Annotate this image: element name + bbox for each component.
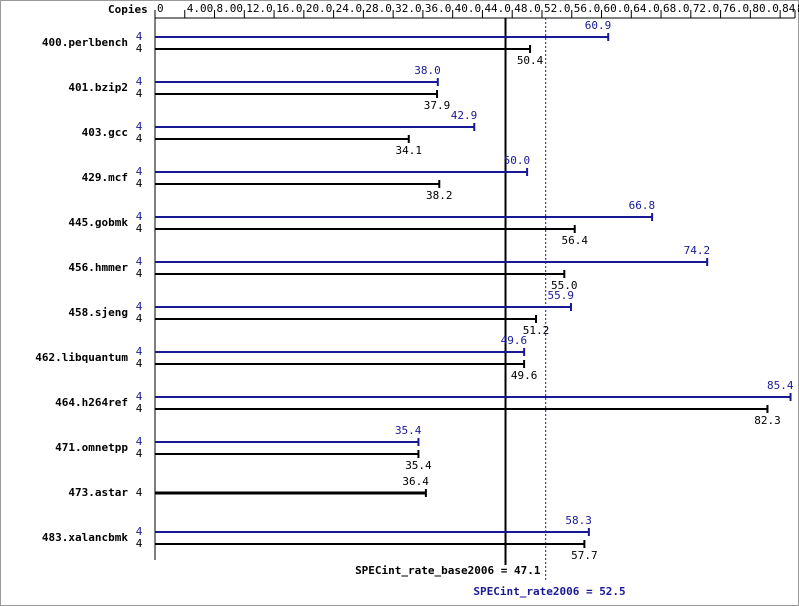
value-label: 50.0 <box>504 154 531 167</box>
x-tick-label: 60.0 <box>604 2 631 15</box>
value-label: 34.1 <box>396 144 423 157</box>
value-label: 42.9 <box>451 109 478 122</box>
value-label: 82.3 <box>754 414 781 427</box>
copies-label: 4 <box>136 357 143 370</box>
category-label: 445.gobmk <box>68 216 128 229</box>
reference-label: SPECint_rate_base2006 = 47.1 <box>355 564 541 577</box>
x-tick-label: 56.0 <box>574 2 601 15</box>
category-label: 483.xalancbmk <box>42 531 128 544</box>
category-label: 429.mcf <box>82 171 128 184</box>
value-label: 50.4 <box>517 54 544 67</box>
copies-label: 4 <box>136 255 143 268</box>
value-label: 51.2 <box>523 324 550 337</box>
value-label: 35.4 <box>395 424 422 437</box>
x-tick-label: 80.0 <box>752 2 779 15</box>
copies-label: 4 <box>136 177 143 190</box>
x-tick-label: 28.0 <box>365 2 392 15</box>
copies-label: 4 <box>136 525 143 538</box>
value-label: 66.8 <box>629 199 656 212</box>
x-tick-label: 52.0 <box>544 2 571 15</box>
x-tick-label: 12.0 <box>246 2 272 15</box>
x-tick-label: 72.0 <box>693 2 720 15</box>
copies-label: 4 <box>136 312 143 325</box>
axis-label: Copies <box>108 3 148 16</box>
value-label: 35.4 <box>405 459 432 472</box>
copies-label: 4 <box>136 300 143 313</box>
x-tick-label: 8.00 <box>217 2 244 15</box>
copies-label: 4 <box>136 120 143 133</box>
x-tick-label: 24.0 <box>336 2 363 15</box>
copies-label: 4 <box>136 447 143 460</box>
value-label: 49.6 <box>501 334 528 347</box>
x-tick-label: 4.00 <box>187 2 214 15</box>
x-tick-label: 36.0 <box>425 2 452 15</box>
value-label: 56.4 <box>561 234 588 247</box>
category-label: 403.gcc <box>82 126 128 139</box>
copies-label: 4 <box>136 486 143 499</box>
category-label: 471.omnetpp <box>55 441 128 454</box>
value-label: 57.7 <box>571 549 598 562</box>
value-label: 36.4 <box>402 475 429 488</box>
copies-label: 4 <box>136 210 143 223</box>
x-tick-label: 86.0 <box>797 2 799 15</box>
category-label: 458.sjeng <box>68 306 128 319</box>
copies-label: 4 <box>136 75 143 88</box>
category-label: 456.hmmer <box>68 261 128 274</box>
copies-label: 4 <box>136 435 143 448</box>
value-label: 74.2 <box>684 244 711 257</box>
reference-label: SPECint_rate2006 = 52.5 <box>473 585 625 598</box>
category-label: 473.astar <box>68 486 128 499</box>
category-label: 401.bzip2 <box>68 81 128 94</box>
copies-label: 4 <box>136 30 143 43</box>
copies-label: 4 <box>136 537 143 550</box>
copies-label: 4 <box>136 42 143 55</box>
value-label: 49.6 <box>511 369 538 382</box>
copies-label: 4 <box>136 402 143 415</box>
category-label: 464.h264ref <box>55 396 128 409</box>
value-label: 85.4 <box>767 379 794 392</box>
category-label: 400.perlbench <box>42 36 128 49</box>
copies-label: 4 <box>136 165 143 178</box>
copies-label: 4 <box>136 390 143 403</box>
category-label: 462.libquantum <box>35 351 128 364</box>
x-tick-label: 20.0 <box>306 2 333 15</box>
value-label: 38.2 <box>426 189 453 202</box>
copies-label: 4 <box>136 132 143 145</box>
x-tick-label: 44.0 <box>484 2 511 15</box>
copies-label: 4 <box>136 345 143 358</box>
x-tick-label: 48.0 <box>514 2 541 15</box>
x-tick-label: 0 <box>157 2 164 15</box>
value-label: 37.9 <box>424 99 451 112</box>
value-label: 55.9 <box>548 289 575 302</box>
copies-label: 4 <box>136 267 143 280</box>
value-label: 55.0 <box>551 279 578 292</box>
x-tick-label: 64.0 <box>633 2 660 15</box>
value-label: 38.0 <box>414 64 441 77</box>
copies-label: 4 <box>136 87 143 100</box>
x-tick-label: 68.0 <box>663 2 690 15</box>
value-label: 60.9 <box>585 19 612 32</box>
x-tick-label: 76.0 <box>723 2 750 15</box>
x-tick-label: 16.0 <box>276 2 303 15</box>
copies-label: 4 <box>136 222 143 235</box>
x-tick-label: 40.0 <box>455 2 482 15</box>
x-tick-label: 32.0 <box>395 2 422 15</box>
value-label: 58.3 <box>565 514 592 527</box>
